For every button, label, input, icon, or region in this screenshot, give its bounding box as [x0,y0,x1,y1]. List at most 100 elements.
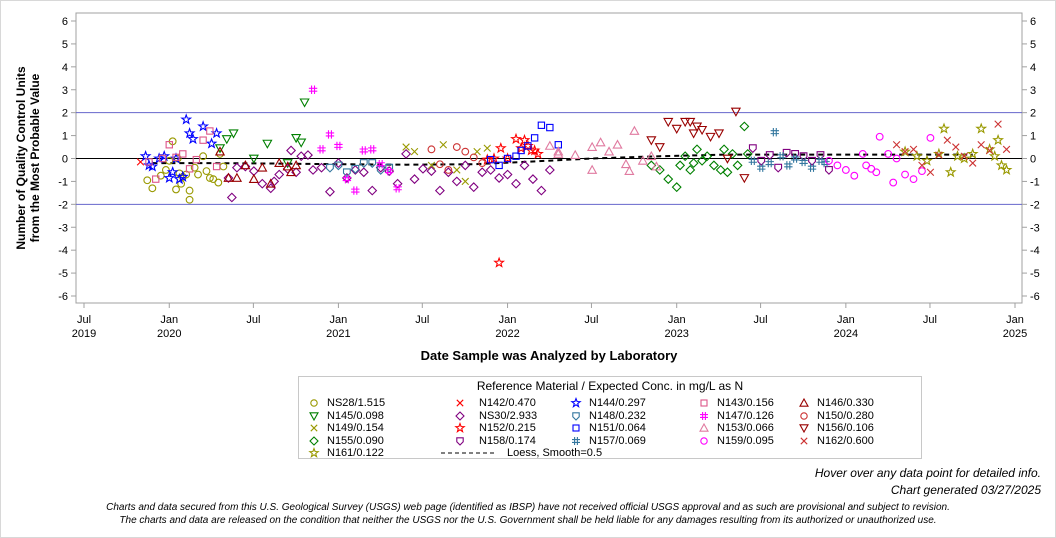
data-point [282,159,293,169]
data-point [324,186,335,197]
data-point [705,132,716,143]
y-tick-label-left: 3 [62,85,68,97]
data-point [546,123,554,132]
y-tick-label-left: -5 [58,268,68,280]
data-point [910,149,923,162]
data-point [646,136,657,146]
data-point [646,160,657,171]
legend-marker [456,436,464,446]
legend-label: N155/0.090 [327,434,384,447]
data-point [688,158,699,169]
legend-symbol [309,411,319,421]
data-point [350,164,361,175]
data-point [477,167,488,178]
data-point [468,182,479,193]
data-point [770,127,780,137]
data-point [918,167,926,176]
data-point [586,164,598,174]
y-tick-label-right: 0 [1030,154,1036,166]
legend-label: N156/0.106 [817,422,874,434]
data-point [732,160,743,171]
legend-label: N151/0.064 [589,422,646,434]
legend-label: N144/0.297 [589,397,646,409]
x-tick-label-month: Jul [246,314,260,326]
data-point [427,161,436,170]
data-point [637,155,649,165]
data-point [685,117,696,128]
data-point [680,151,691,162]
data-point [774,163,783,173]
data-point [248,173,259,184]
data-point [223,172,234,182]
legend-symbol [441,452,497,454]
data-point [742,148,753,159]
data-point [833,161,842,170]
series-n161-0-122 [899,122,1013,178]
data-point [517,146,525,155]
legend-symbol [308,447,320,458]
data-point [512,152,520,160]
legend-marker [572,424,580,432]
legend: Reference Material / Expected Conc. in m… [298,376,922,459]
data-point [418,163,428,174]
x-axis-label: Date Sample was Analyzed by Laboratory [421,348,678,363]
legend-marker [700,399,708,407]
legend-marker [308,447,320,458]
series-n150-0-280 [427,143,487,174]
data-point [958,152,971,164]
data-point [935,151,943,159]
data-point [985,146,994,155]
data-point [544,140,555,150]
legend-label: N152/0.215 [479,422,536,434]
legend-marker [310,424,318,432]
data-point [342,168,351,178]
x-tick-label-month: Jul [415,314,429,326]
data-point [439,141,448,149]
data-point [944,165,957,178]
y-tick-label-right: -1 [1030,176,1040,188]
y-tick-label-left: 6 [62,16,68,28]
data-point [469,153,478,162]
legend-symbol [454,422,466,433]
data-point [451,176,462,187]
data-point [483,144,492,152]
legend-label: N148/0.232 [589,409,646,422]
legend-marker [455,410,465,421]
data-point [197,120,210,132]
data-point [629,125,640,135]
legend-symbol [572,436,580,445]
data-point [368,145,377,154]
data-point [139,149,152,162]
data-point [748,144,757,154]
legend-label: N159/0.095 [717,434,774,447]
data-point [274,169,285,180]
data-point [889,178,898,187]
data-point [841,166,850,174]
data-point [461,177,470,186]
data-point [265,178,276,188]
data-point [901,170,909,179]
data-point [257,162,268,172]
data-point [179,150,187,158]
x-tick-label-year: 2019 [72,328,96,340]
data-point [715,164,726,175]
y-axis-label-line2: from the Most Probable Value [28,73,42,242]
data-point [494,173,505,183]
data-point [952,143,960,151]
data-point [722,154,733,164]
data-point [158,149,171,162]
legend-symbol [800,411,808,420]
data-point [286,145,297,156]
legend-symbol [799,397,809,407]
data-point [226,192,237,203]
data-point [367,185,378,196]
data-point [308,85,318,94]
data-point [262,139,273,149]
y-tick-label-left: 0 [62,154,68,166]
data-point [536,185,547,196]
data-point [722,167,733,178]
legend-label: N142/0.470 [479,397,536,409]
data-point [671,124,682,135]
data-point [214,146,226,156]
data-point [172,185,180,194]
